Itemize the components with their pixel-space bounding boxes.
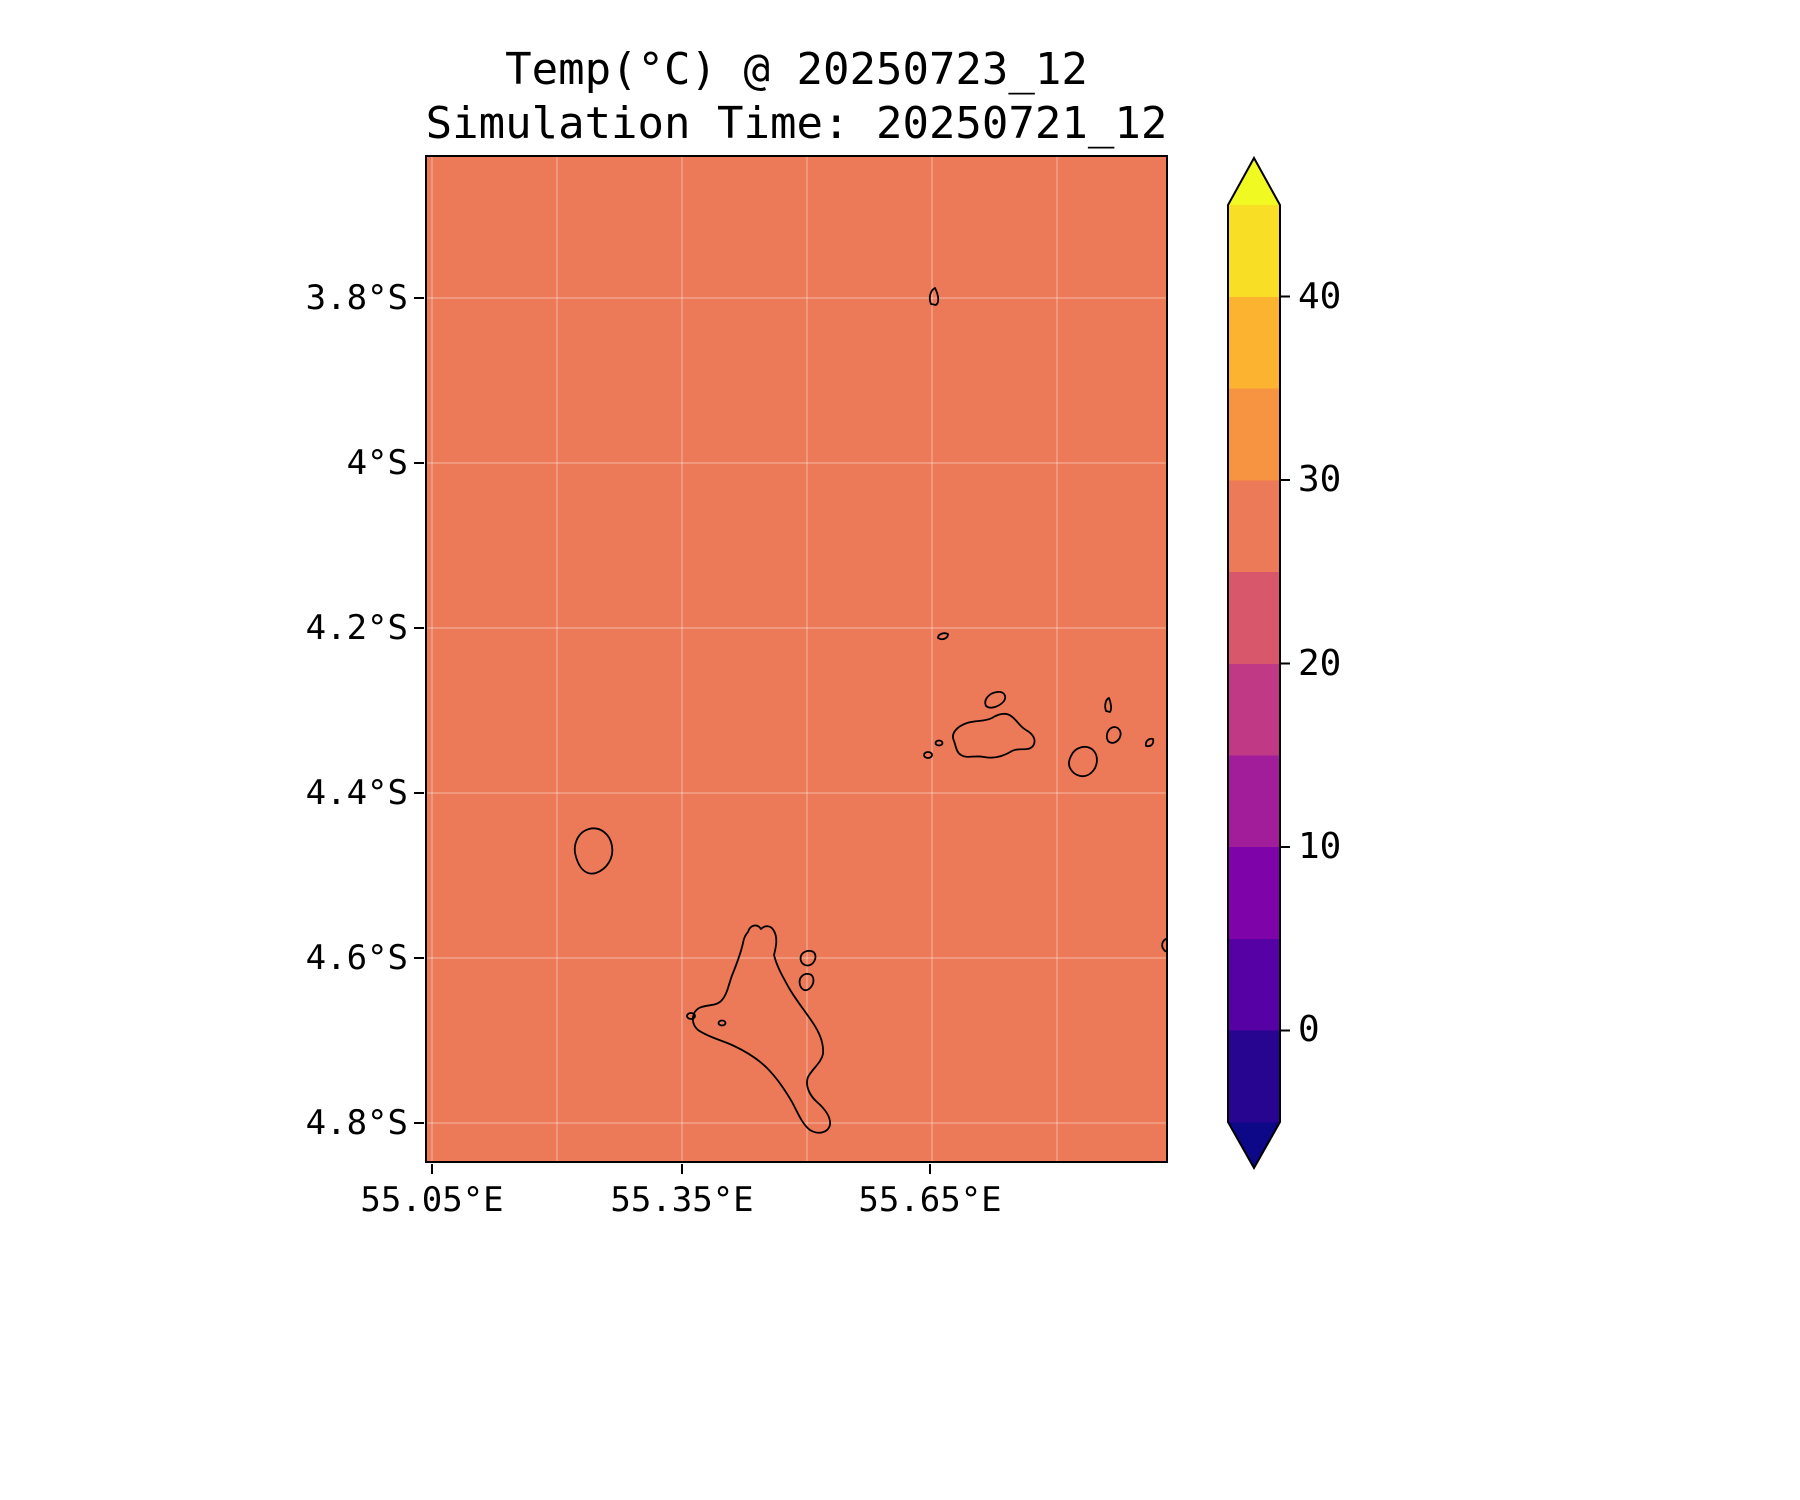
colorbar-band: [1228, 296, 1280, 389]
y-tick-label: 4.4°S: [305, 773, 408, 813]
map-background-field: [425, 155, 1168, 1163]
colorbar-band: [1228, 846, 1280, 939]
coastline-small-islet: [937, 632, 949, 641]
colorbar-band: [1228, 480, 1280, 573]
y-tick-label: 4.2°S: [305, 608, 408, 648]
figure-title: Temp(°C) @ 20250723_12: [505, 44, 1088, 95]
colorbar-under-triangle: [1228, 1122, 1280, 1168]
colorbar-band: [1228, 571, 1280, 664]
coastline-far-east-islet: [1144, 737, 1155, 748]
colorbar-tick-label: 40: [1298, 276, 1342, 317]
coastline-cousine-islet: [934, 739, 944, 747]
coastline-edge-islet: [1161, 937, 1168, 953]
y-tick-label: 4.8°S: [305, 1103, 408, 1143]
coastline-east-islet: [1104, 697, 1112, 713]
coastline-ste-anne-islet-2: [798, 972, 815, 992]
colorbar-band: [1228, 1030, 1280, 1123]
coastline-north-islet: [928, 287, 940, 306]
coastline-west-islet-2: [717, 1019, 727, 1027]
colorbar-tick-label: 0: [1298, 1009, 1320, 1050]
colorbar-band: [1228, 388, 1280, 481]
y-tick-label: 4.6°S: [305, 938, 408, 978]
colorbar-tick-marks: [1280, 295, 1290, 1032]
coastline-ste-anne-islet: [799, 949, 817, 967]
colorbar-over-triangle: [1228, 158, 1280, 205]
coastlines: [573, 287, 1168, 1134]
colorbar-tick-label: 20: [1298, 643, 1342, 684]
coastline-cousin-islet: [923, 751, 933, 759]
coastline-praslin-island: [952, 712, 1036, 759]
y-tick-label: 4°S: [346, 443, 408, 483]
colorbar-band: [1228, 755, 1280, 848]
map-gridlines: [427, 157, 1166, 1161]
colorbar-band: [1228, 663, 1280, 756]
map-plot: [425, 155, 1168, 1163]
coastline-curieuse-islet: [984, 690, 1007, 709]
colorbar-band: [1228, 205, 1280, 297]
coastline-la-digue-island: [1068, 745, 1098, 778]
coastline-marianne-islet: [1105, 726, 1122, 744]
x-tick-label: 55.35°E: [610, 1180, 754, 1220]
colorbar-tick-label: 10: [1298, 826, 1342, 867]
colorbar-outline: [1227, 155, 1281, 1171]
colorbar-band: [1228, 938, 1280, 1031]
colorbar: [1227, 155, 1290, 1171]
coastline-west-islet: [686, 1012, 696, 1020]
y-tick-label: 3.8°S: [305, 278, 408, 318]
coastline-mahe-island: [691, 924, 831, 1134]
figure-subtitle: Simulation Time: 20250721_12: [425, 98, 1168, 149]
coastline-silhouette-island: [573, 827, 614, 875]
x-tick-label: 55.65°E: [858, 1180, 1002, 1220]
colorbar-tick-label: 30: [1298, 459, 1342, 500]
x-tick-label: 55.05°E: [360, 1180, 504, 1220]
